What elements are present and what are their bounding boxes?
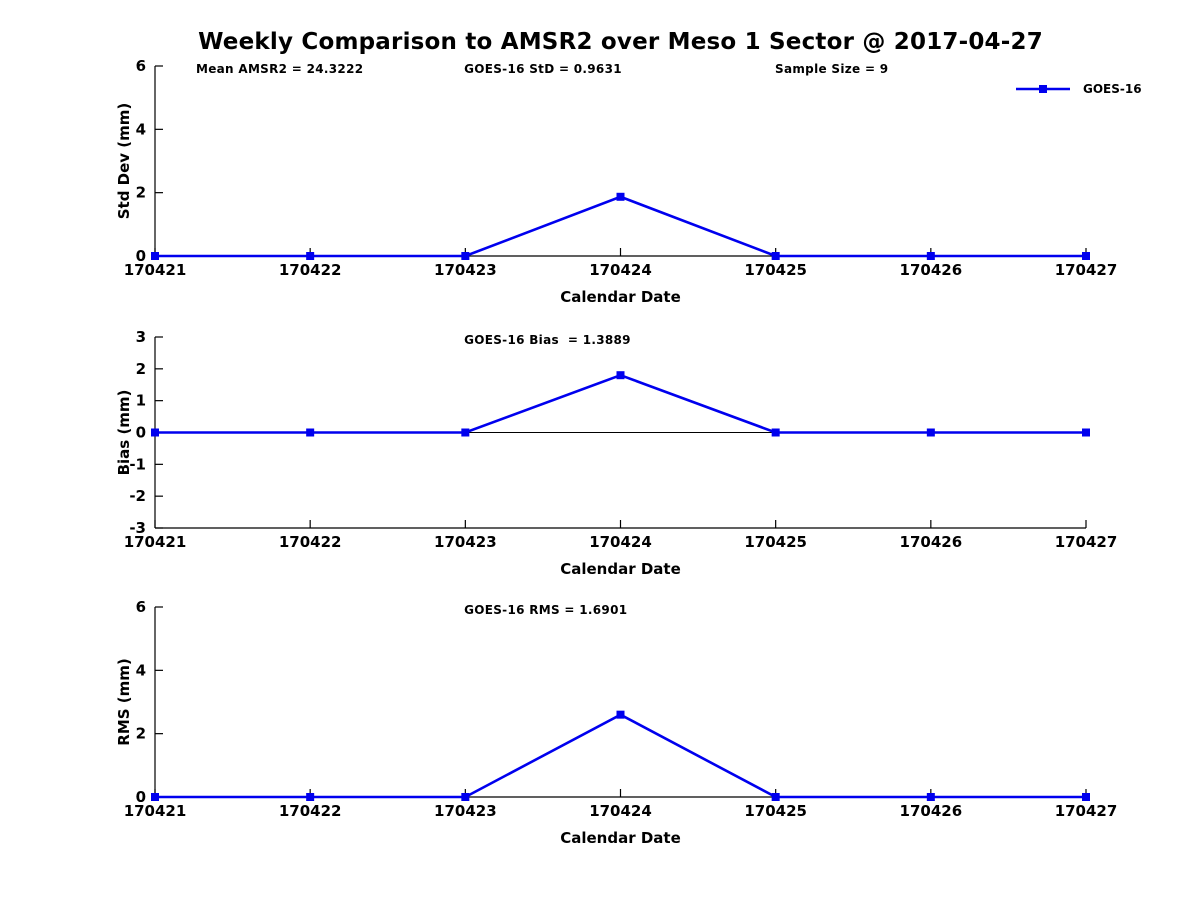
data-point-marker bbox=[616, 192, 625, 201]
data-point-marker bbox=[616, 371, 625, 380]
data-point-marker bbox=[926, 428, 935, 437]
x-tick-label: 170424 bbox=[589, 533, 652, 551]
data-point-marker bbox=[771, 428, 780, 437]
series-line bbox=[155, 195, 1086, 258]
stat-annotation: Sample Size = 9 bbox=[775, 62, 888, 76]
x-tick-label: 170422 bbox=[279, 261, 342, 279]
series-line bbox=[155, 373, 1086, 434]
x-tick-label: 170426 bbox=[900, 261, 963, 279]
y-tick-label: -2 bbox=[129, 487, 146, 505]
x-tick-label: 170425 bbox=[744, 261, 807, 279]
y-axis-label: Std Dev (mm) bbox=[115, 103, 133, 220]
x-tick-label: 170421 bbox=[124, 802, 187, 820]
y-axis-label: Bias (mm) bbox=[115, 390, 133, 476]
y-tick-label: -1 bbox=[129, 455, 146, 473]
data-point-marker bbox=[1082, 252, 1090, 260]
data-point-marker bbox=[306, 428, 315, 437]
x-tick-label: 170425 bbox=[744, 802, 807, 820]
x-tick-label: 170427 bbox=[1055, 802, 1118, 820]
data-point-marker bbox=[306, 793, 315, 801]
stat-annotation: GOES-16 StD = 0.9631 bbox=[464, 62, 622, 76]
stat-annotation: Mean AMSR2 = 24.3222 bbox=[196, 62, 363, 76]
y-tick-label: 3 bbox=[136, 328, 146, 346]
x-tick-label: 170423 bbox=[434, 802, 497, 820]
bias-chart: Bias (mm) -3 -2 -1 0 1 2 3 170421 170422 170423 170… bbox=[115, 328, 1118, 578]
data-point-marker bbox=[306, 252, 315, 260]
stat-annotation: GOES-16 Bias = 1.3889 bbox=[464, 333, 631, 347]
y-axis-label: RMS (mm) bbox=[115, 658, 133, 745]
x-tick-label: 170422 bbox=[279, 533, 342, 551]
y-tick-label: 0 bbox=[136, 424, 146, 442]
figure-title: Weekly Comparison to AMSR2 over Meso 1 S… bbox=[198, 29, 1043, 55]
y-tick-label: 4 bbox=[136, 661, 146, 679]
data-point-marker bbox=[461, 428, 470, 437]
y-tick-label: 1 bbox=[136, 392, 146, 410]
data-point-marker bbox=[461, 793, 470, 801]
data-point-marker bbox=[771, 252, 780, 260]
x-tick-label: 170426 bbox=[900, 533, 963, 551]
data-point-marker bbox=[1082, 793, 1090, 801]
y-tick-label: -3 bbox=[129, 519, 146, 537]
x-axis-label: Calendar Date bbox=[560, 829, 681, 847]
data-point-marker bbox=[926, 252, 935, 260]
data-point-marker bbox=[151, 793, 159, 801]
data-point-marker bbox=[1082, 428, 1090, 437]
rms-chart: RMS (mm) 0 2 4 6 170421 170422 170423 170424 1704… bbox=[115, 598, 1118, 847]
legend-label: GOES-16 bbox=[1083, 82, 1142, 96]
data-point-marker bbox=[616, 710, 625, 719]
x-tick-label: 170422 bbox=[279, 802, 342, 820]
legend: GOES-16 bbox=[1014, 81, 1142, 97]
x-tick-label: 170426 bbox=[900, 802, 963, 820]
x-tick-label: 170427 bbox=[1055, 533, 1118, 551]
x-tick-label: 170423 bbox=[434, 261, 497, 279]
x-tick-label: 170423 bbox=[434, 533, 497, 551]
y-tick-label: 2 bbox=[136, 360, 146, 378]
series-line bbox=[155, 713, 1086, 799]
y-tick-label: 2 bbox=[136, 184, 146, 202]
y-tick-label: 6 bbox=[136, 598, 146, 616]
x-tick-label: 170425 bbox=[744, 533, 807, 551]
data-point-marker bbox=[151, 252, 159, 260]
x-tick-label: 170421 bbox=[124, 261, 187, 279]
data-point-marker bbox=[926, 793, 935, 801]
y-tick-label: 4 bbox=[136, 120, 146, 138]
x-tick-label: 170424 bbox=[589, 261, 652, 279]
y-tick-label: 0 bbox=[136, 788, 146, 806]
y-tick-label: 2 bbox=[136, 725, 146, 743]
stat-annotation: GOES-16 RMS = 1.6901 bbox=[464, 603, 627, 617]
x-tick-label: 170421 bbox=[124, 533, 187, 551]
y-tick-label: 6 bbox=[136, 57, 146, 75]
data-point-marker bbox=[461, 252, 470, 260]
x-axis-label: Calendar Date bbox=[560, 560, 681, 578]
legend-line-marker-icon bbox=[1016, 85, 1070, 93]
std-dev-chart: Std Dev (mm) 0 2 4 6 170421 170422 170423 170424… bbox=[115, 57, 1118, 306]
x-tick-label: 170424 bbox=[589, 802, 652, 820]
data-point-marker bbox=[151, 428, 159, 437]
y-tick-label: 0 bbox=[136, 247, 146, 265]
x-axis-label: Calendar Date bbox=[560, 288, 681, 306]
data-point-marker bbox=[771, 793, 780, 801]
x-tick-label: 170427 bbox=[1055, 261, 1118, 279]
